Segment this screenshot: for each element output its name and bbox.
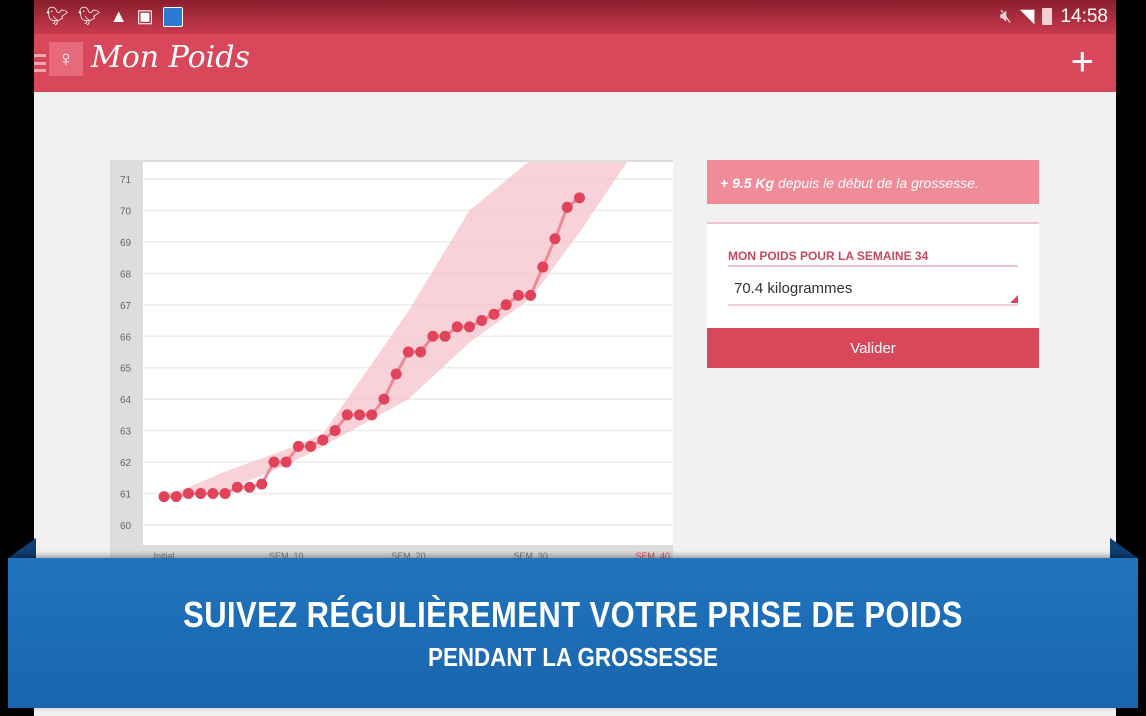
x-tick-label: Initial (153, 551, 174, 560)
data-point (512, 289, 524, 301)
data-point (537, 261, 549, 273)
weight-gain-summary: + 9.5 Kg depuis le début de la grossesse… (707, 160, 1039, 204)
y-tick-label: 68 (120, 269, 132, 280)
y-tick-label: 60 (120, 521, 132, 532)
data-point (390, 368, 402, 380)
data-point (439, 330, 451, 342)
data-point (366, 409, 378, 421)
data-point (256, 478, 268, 490)
x-tick-label: SEM. 30 (513, 551, 548, 560)
y-tick-label: 63 (120, 427, 132, 438)
data-point (341, 409, 353, 421)
data-point (427, 330, 439, 342)
data-point (182, 488, 194, 499)
status-bar: 🐦︎ 🐦︎ ▲ ▣ 🔇︎ ◥ 14:58 (34, 0, 1116, 34)
data-point (329, 425, 341, 437)
y-tick-label: 64 (120, 395, 132, 406)
data-point (317, 434, 329, 446)
data-point (219, 488, 231, 499)
weight-value: 70.4 kilogrammes (734, 280, 853, 297)
chart-svg: 60 61 62 63 64 65 66 67 68 69 70 71 Initial SEM. 10 SE… (110, 160, 673, 560)
pregnant-woman-icon[interactable]: ♀ (49, 42, 83, 76)
data-point (354, 409, 366, 421)
banner-fold-left (8, 538, 36, 558)
wifi-icon: ◥ (1019, 6, 1035, 27)
data-point (207, 488, 219, 499)
image-icon: ▣ (136, 6, 154, 26)
banner-headline: SUIVEZ RÉGULIÈREMENT VOTRE PRISE DE POID… (183, 594, 963, 635)
page-title: Mon Poids (91, 40, 250, 75)
weight-form: MON POIDS POUR LA SEMAINE 34 70.4 kilogr… (707, 222, 1039, 328)
weight-chart: 60 61 62 63 64 65 66 67 68 69 70 71 Initial SEM. 10 SE… (110, 160, 673, 560)
data-point (292, 440, 304, 452)
data-point (402, 346, 414, 358)
app-notification-icon (162, 6, 183, 27)
chart-top-edge (110, 160, 673, 162)
data-point (549, 233, 561, 245)
data-point (158, 491, 170, 503)
data-point (451, 321, 463, 333)
y-tick-label: 71 (120, 175, 132, 186)
y-tick-label: 69 (120, 238, 132, 249)
data-point (561, 201, 573, 213)
submit-button[interactable]: Valider (707, 328, 1039, 368)
device-screen: 🐦︎ 🐦︎ ▲ ▣ 🔇︎ ◥ 14:58 ♀ Mon Poids + 60 61 6… (34, 0, 1116, 716)
data-point (476, 315, 488, 327)
weight-field-label: MON POIDS POUR LA SEMAINE 34 (728, 249, 1018, 267)
menu-icon[interactable] (34, 54, 46, 72)
app-bar: ♀ Mon Poids + (34, 34, 1116, 92)
data-point (305, 440, 317, 452)
data-point (573, 192, 585, 204)
battery-icon (1042, 8, 1053, 25)
data-point (170, 491, 182, 503)
weight-input[interactable]: 70.4 kilogrammes (728, 280, 1018, 306)
gain-text: depuis le début de la grossesse. (774, 175, 979, 191)
data-point (231, 481, 243, 493)
data-point (415, 346, 427, 358)
data-point (500, 299, 512, 311)
y-tick-label: 67 (120, 301, 132, 312)
x-tick-label: SEM. 10 (269, 551, 304, 560)
add-button[interactable]: + (1070, 40, 1094, 84)
data-point (488, 308, 500, 320)
x-tick-label: SEM. 20 (391, 551, 426, 560)
data-point (195, 488, 207, 499)
clock: 14:58 (1060, 5, 1108, 27)
twitter-icon: 🐦︎ (46, 6, 69, 26)
twitter-icon: 🐦︎ (77, 6, 101, 26)
banner-subline: PENDANT LA GROSSESSE (428, 642, 718, 672)
data-point (268, 456, 280, 468)
data-point (464, 321, 475, 333)
data-point (525, 289, 537, 301)
promo-banner: SUIVEZ RÉGULIÈREMENT VOTRE PRISE DE POID… (8, 558, 1138, 708)
data-point (378, 393, 390, 405)
x-tick-label: SEM. 40 (636, 551, 671, 560)
y-tick-label: 70 (120, 206, 132, 217)
y-tick-label: 65 (120, 364, 132, 375)
mute-icon: 🔇︎ (999, 5, 1012, 27)
warning-icon: ▲ (109, 6, 128, 26)
data-point (280, 456, 292, 468)
dropdown-corner-icon (1010, 295, 1018, 303)
data-point (244, 481, 256, 493)
y-tick-label: 66 (120, 332, 132, 343)
y-tick-label: 61 (120, 490, 132, 501)
y-tick-label: 62 (120, 458, 132, 469)
gain-value: + 9.5 Kg (720, 175, 775, 191)
banner-fold-right (1110, 538, 1138, 558)
recommended-range-band (164, 160, 628, 497)
